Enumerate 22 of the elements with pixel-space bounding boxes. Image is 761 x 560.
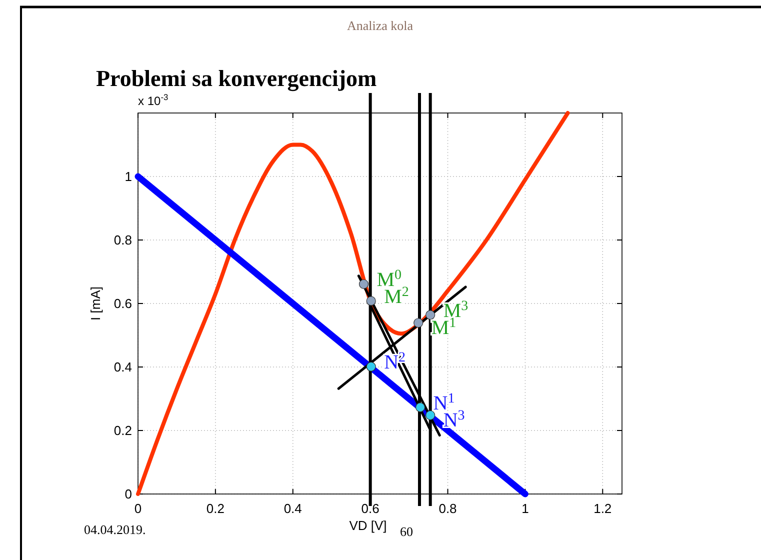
x-tick-label: 1 (522, 501, 529, 516)
y-tick-label: 0.4 (114, 360, 132, 374)
y-axis-title: I [mA] (88, 286, 103, 320)
x-tick-label: 1.2 (594, 501, 612, 516)
y-tick-label: 0.8 (114, 232, 132, 248)
y-tick-label: 1 (124, 169, 132, 184)
x-axis-title: VD [V] (349, 518, 387, 533)
text: x 10$^{-3}$ (138, 92, 168, 108)
annotation: N$^{1}$ (433, 390, 455, 414)
x-tick-label: 0.6 (361, 501, 380, 516)
text: Analiza kola (346, 18, 414, 33)
text: 60 (400, 524, 413, 539)
text: 04.04.2019. (84, 522, 146, 537)
y-tick-label: 0.2 (114, 423, 132, 438)
y-tick-label: 0.6 (114, 296, 132, 311)
y-tick-label: 0 (124, 486, 132, 502)
x-tick-label: 0 (134, 501, 142, 516)
chart-title: Problemi sa konvergencijom (96, 66, 377, 92)
x-tick-label: 0.4 (284, 501, 302, 516)
x-tick-label: 0.8 (438, 501, 457, 516)
annotation: M$^{2}$ (384, 284, 409, 308)
x-tick-label: 0.2 (206, 501, 224, 516)
